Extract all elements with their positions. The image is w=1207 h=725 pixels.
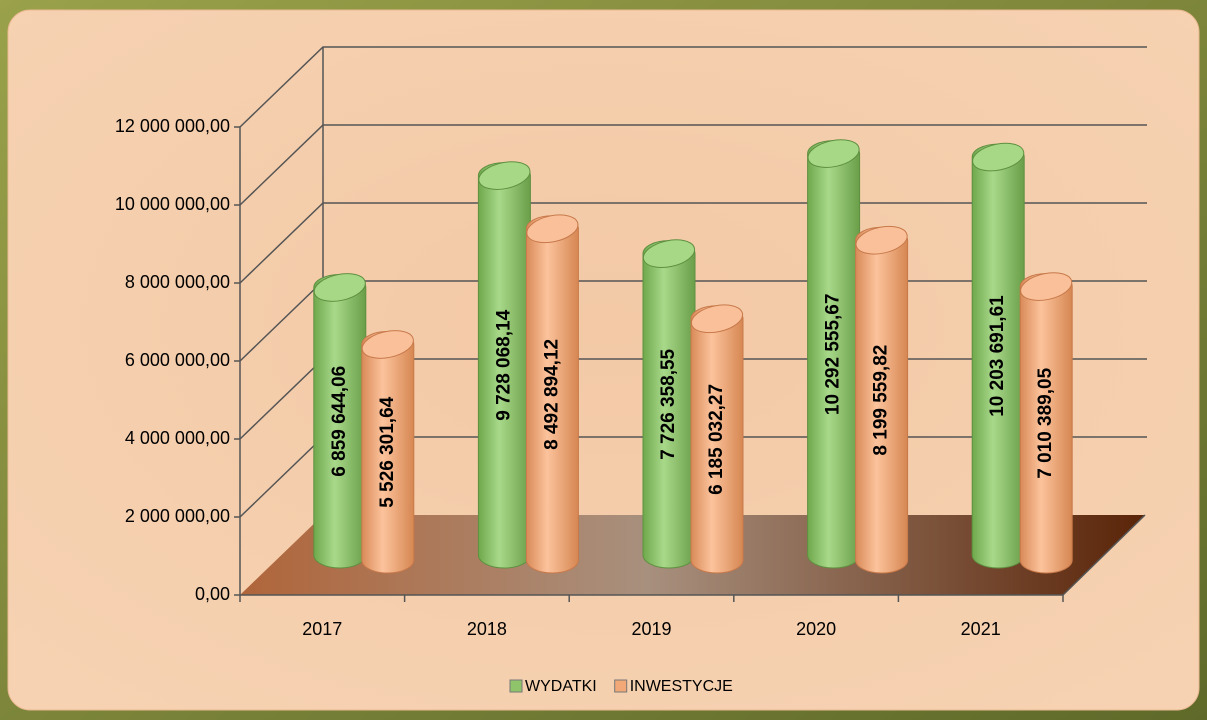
bar	[1019, 273, 1073, 574]
legend-label: WYDATKI	[525, 678, 597, 695]
bar	[855, 226, 909, 574]
x-tick-label: 2020	[796, 619, 836, 639]
value-label: 6 185 032,27	[706, 384, 727, 495]
bar-cap	[313, 273, 366, 302]
bar	[361, 330, 415, 574]
legend-label: INWESTYCJE	[630, 678, 733, 695]
legend-swatch	[509, 679, 523, 693]
y-tick-label: 2 000 000,00	[125, 506, 230, 526]
bar-cap	[526, 214, 579, 244]
grid-line	[239, 124, 1147, 206]
x-tick-label: 2021	[961, 619, 1001, 639]
bar-cap	[361, 330, 414, 359]
value-label: 10 292 555,67	[823, 294, 844, 416]
x-tick-label: 2019	[631, 619, 671, 639]
y-tick-label: 0,00	[195, 584, 230, 604]
value-label: 8 199 559,82	[871, 345, 892, 456]
x-tick-label: 2017	[302, 619, 342, 639]
y-tick-label: 12 000 000,00	[115, 116, 230, 136]
bar-cap	[807, 139, 860, 168]
x-tick-label: 2018	[467, 619, 507, 639]
y-tick-label: 8 000 000,00	[125, 272, 230, 292]
bar-cap	[1020, 272, 1073, 301]
y-tick-label: 10 000 000,00	[115, 194, 230, 214]
y-tick-label: 4 000 000,00	[125, 428, 230, 448]
value-label: 6 859 644,06	[329, 366, 350, 477]
floor-edge	[1062, 514, 1146, 596]
value-label: 8 492 894,12	[541, 339, 562, 450]
bar-cap	[478, 161, 531, 190]
legend-swatch	[614, 679, 628, 693]
value-label: 10 203 691,61	[987, 295, 1008, 417]
grid-line	[239, 46, 1147, 128]
bar-cap	[855, 225, 908, 255]
value-label: 9 728 068,14	[493, 309, 514, 420]
value-label: 7 726 358,55	[658, 348, 679, 459]
bar-cap	[690, 304, 744, 334]
bar-cap	[972, 142, 1025, 172]
value-label: 5 526 301,64	[377, 396, 398, 507]
bar	[525, 215, 579, 574]
bar-cap	[642, 239, 696, 268]
bar	[690, 305, 744, 574]
grid-line	[239, 202, 1147, 284]
value-label: 7 010 389,05	[1035, 367, 1056, 478]
y-tick-label: 6 000 000,00	[125, 350, 230, 370]
